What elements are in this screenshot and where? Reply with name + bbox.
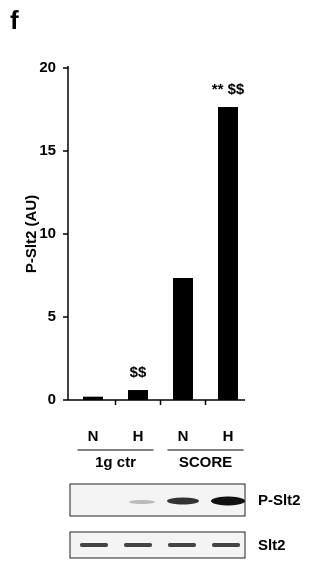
bar — [128, 390, 148, 400]
figure: f P-Slt2 (AU) 0 5 10 15 20 N H $$ N H ** $$ 1g ctr S… — [0, 0, 323, 566]
x-tick-label: H — [133, 428, 144, 445]
bar-annotation: ** $$ — [212, 81, 245, 98]
y-tick-label: 5 — [48, 308, 56, 325]
y-tick-label: 0 — [48, 391, 56, 408]
y-axis-label: P-Slt2 (AU) — [23, 195, 40, 273]
blot-label: P-Slt2 — [258, 492, 301, 509]
bar — [218, 107, 238, 400]
panel-label: f — [10, 5, 19, 35]
x-tick-label: H — [223, 428, 234, 445]
blot-panels — [70, 484, 245, 558]
x-tick-label: N — [88, 428, 99, 445]
blot-label: Slt2 — [258, 537, 286, 554]
x-tick-label: N — [178, 428, 189, 445]
bar — [173, 278, 193, 400]
y-tick-label: 20 — [39, 59, 56, 76]
bar-annotation: $$ — [130, 364, 147, 381]
group-label: 1g ctr — [95, 454, 136, 471]
y-tick-label: 15 — [39, 142, 56, 159]
bar — [83, 397, 103, 400]
group-label: SCORE — [179, 454, 232, 471]
y-tick-label: 10 — [39, 225, 56, 242]
